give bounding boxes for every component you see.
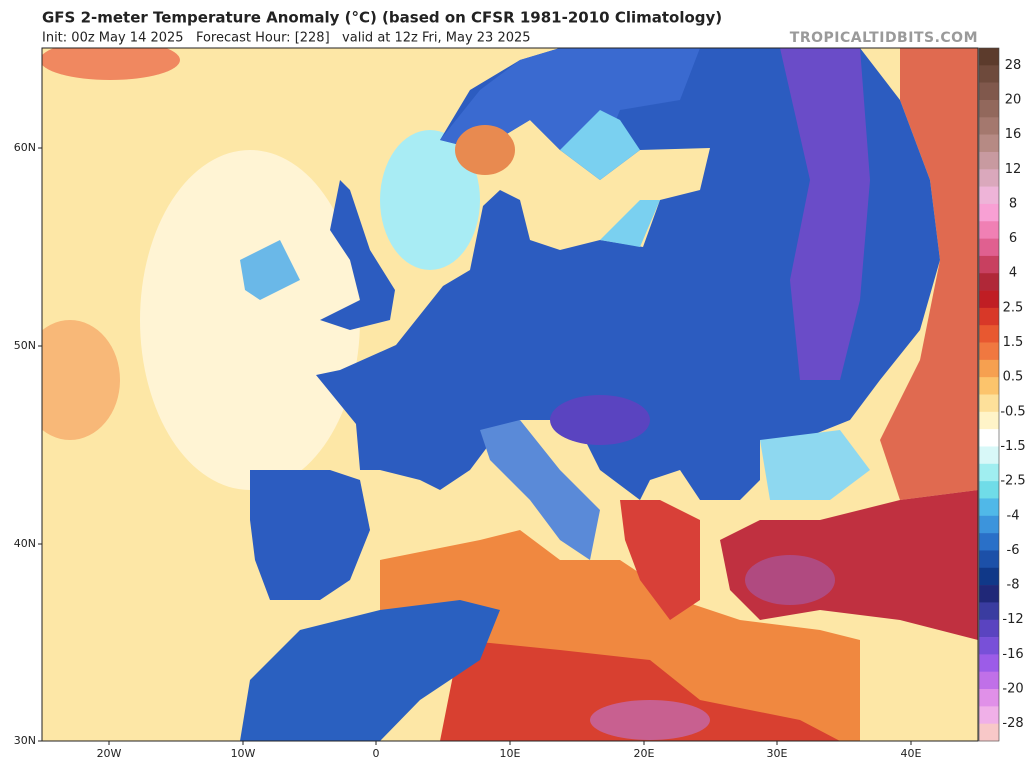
colorbar-label: -20 (1002, 682, 1023, 697)
colorbar-swatch (979, 134, 999, 153)
colorbar-swatch (979, 273, 999, 291)
colorbar-swatch (979, 325, 999, 343)
iceland-warm (42, 48, 180, 80)
colorbar-label: -8 (1007, 578, 1020, 593)
colorbar-label: -4 (1007, 508, 1020, 523)
map-title: GFS 2-meter Temperature Anomaly (°C) (ba… (42, 9, 722, 27)
north-africa (440, 640, 840, 741)
watermark: TROPICALTIDBITS.COM (790, 30, 978, 46)
lon-label: 10W (231, 747, 256, 760)
colorbar-swatch (979, 238, 999, 257)
colorbar-swatch (979, 567, 999, 586)
colorbar-swatch (979, 342, 999, 361)
lon-label: 40E (901, 747, 922, 760)
colorbar-swatch (979, 169, 999, 187)
colorbar-swatch (979, 394, 999, 413)
colorbar-label: 20 (1005, 92, 1022, 107)
colorbar-label: 12 (1005, 162, 1022, 177)
colorbar-swatch (979, 48, 999, 66)
colorbar-swatch (979, 359, 999, 378)
black-sea (760, 430, 870, 500)
colorbar-swatch (979, 481, 999, 499)
russia-cold (780, 48, 870, 380)
baltic-south (600, 200, 660, 247)
lon-label: 30E (767, 747, 788, 760)
colorbar-swatch (979, 706, 999, 724)
map-subtitle: Init: 00z May 14 2025 Forecast Hour: [22… (42, 31, 531, 46)
italy (480, 420, 600, 560)
colorbar-label: -16 (1002, 647, 1023, 662)
colorbar-swatch (979, 221, 999, 239)
colorbar-swatch (979, 533, 999, 551)
britain (320, 180, 395, 330)
colorbar-swatch (979, 99, 999, 118)
colorbar-label: 6 (1009, 231, 1017, 246)
colorbar-swatch (979, 65, 999, 83)
ocean-warm (42, 320, 120, 440)
morocco (240, 600, 500, 741)
colorbar-frame (978, 47, 1000, 742)
norway-warm (455, 125, 515, 175)
ireland (240, 240, 300, 300)
colorbar-swatch (979, 619, 999, 638)
colorbar-label: 28 (1005, 58, 1022, 73)
colorbar-label: 0.5 (1003, 370, 1024, 385)
colorbar-swatch (979, 203, 999, 222)
colorbar-swatch (979, 585, 999, 603)
colorbar-swatch (979, 290, 999, 309)
colorbar-swatch (979, 255, 999, 274)
colorbar-swatch (979, 446, 999, 465)
east-russia (880, 48, 978, 500)
colorbar-swatch (979, 515, 999, 534)
colorbar-swatch (979, 602, 999, 621)
colorbar-label: -2.5 (1000, 474, 1025, 489)
colorbar-swatch (979, 429, 999, 447)
alps-cold (550, 395, 650, 445)
lon-label: 20W (97, 747, 122, 760)
lon-label: 0 (373, 747, 380, 760)
colorbar-swatch (979, 307, 999, 326)
colorbar-label: 2.5 (1003, 300, 1024, 315)
colorbar-swatch (979, 186, 999, 205)
libya-hot (590, 700, 710, 740)
lat-label: 50N (14, 339, 36, 352)
colorbar-swatch (979, 498, 999, 517)
colorbar-label: 1.5 (1003, 335, 1024, 350)
colorbar-label: 16 (1005, 127, 1022, 142)
colorbar-label: -6 (1007, 543, 1020, 558)
map-field (42, 48, 978, 741)
colorbar-swatch (979, 411, 999, 430)
colorbar-swatch (979, 117, 999, 135)
colorbar-swatch (979, 151, 999, 170)
lon-label: 20E (634, 747, 655, 760)
colorbar-swatch (979, 463, 999, 482)
lat-label: 60N (14, 141, 36, 154)
north-sea (380, 130, 480, 270)
colorbar-swatch (979, 550, 999, 569)
colorbar-label: -0.5 (1000, 404, 1025, 419)
colorbar-swatch (979, 723, 999, 742)
colorbar-label: -1.5 (1000, 439, 1025, 454)
lon-label: 10E (500, 747, 521, 760)
greece (620, 500, 700, 620)
colorbar-label: -12 (1002, 612, 1023, 627)
baltic (560, 110, 640, 180)
europe (316, 48, 940, 500)
lat-label: 40N (14, 537, 36, 550)
colorbar-swatch (979, 654, 999, 672)
colorbar-label: 4 (1009, 266, 1017, 281)
colorbar-swatch (979, 671, 999, 690)
ocean-pale (140, 150, 360, 490)
colorbar-swatch (979, 637, 999, 655)
iberia (250, 470, 370, 600)
colorbar-label: -28 (1002, 716, 1023, 731)
colorbar-swatch (979, 377, 999, 395)
turkey-hot (745, 555, 835, 605)
colorbar-label: 8 (1009, 196, 1017, 211)
colorbar-swatch (979, 689, 999, 707)
lat-label: 30N (14, 734, 36, 747)
colorbar-swatch (979, 82, 999, 101)
